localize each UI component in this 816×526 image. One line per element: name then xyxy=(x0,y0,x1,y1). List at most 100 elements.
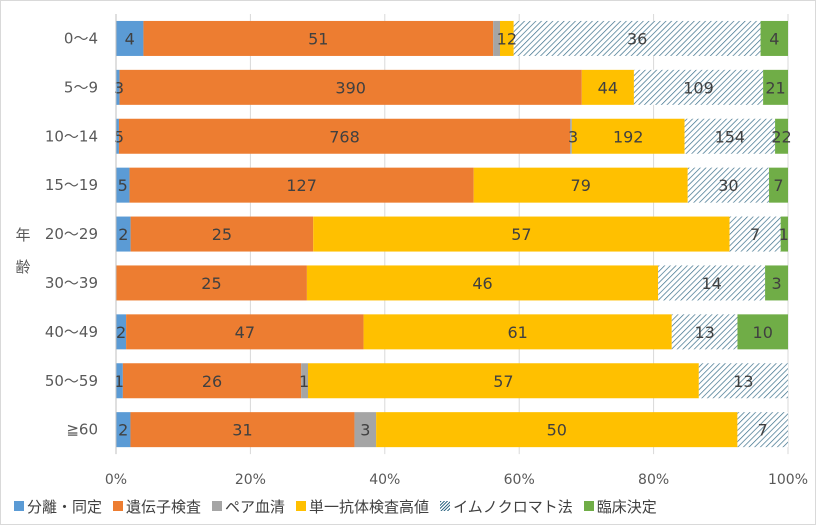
data-label: 44 xyxy=(598,78,618,97)
data-label: 51 xyxy=(308,29,328,48)
data-label: 46 xyxy=(472,274,492,293)
data-label: 26 xyxy=(202,372,222,391)
category-label: 0～4 xyxy=(64,29,98,47)
bar-segment xyxy=(571,118,685,154)
category-label: 40～49 xyxy=(45,323,98,341)
data-label: 2 xyxy=(118,225,128,244)
bar-segment xyxy=(763,69,788,105)
bar-segment xyxy=(671,314,738,350)
data-label: 2 xyxy=(116,323,126,342)
category-label: 5～9 xyxy=(64,78,98,96)
category-label: 10～14 xyxy=(45,127,98,145)
bar-segment xyxy=(143,20,494,56)
bar-segment xyxy=(116,167,130,203)
y-axis-title: 年齢 xyxy=(15,226,30,276)
bar-segment xyxy=(769,167,788,203)
category-label: 30～39 xyxy=(45,274,98,292)
data-label: 14 xyxy=(701,274,721,293)
legend-label: イムノクロマト法 xyxy=(453,497,573,516)
data-label: 61 xyxy=(508,323,528,342)
legend-swatch xyxy=(212,501,223,511)
bar-segment xyxy=(301,363,308,399)
legend-item-clinical: 臨床決定 xyxy=(583,496,657,517)
x-tick-label: 40% xyxy=(369,472,400,488)
legend-swatch xyxy=(440,501,451,511)
data-label: 50 xyxy=(547,421,567,440)
legend-item-isolation: 分離・同定 xyxy=(14,496,102,517)
bar-segment xyxy=(473,167,688,203)
data-label: 57 xyxy=(493,372,513,391)
data-label: 7 xyxy=(750,225,760,244)
data-label: 10 xyxy=(753,323,773,342)
data-label: 109 xyxy=(683,78,714,97)
category-label: ≧60 xyxy=(66,421,98,439)
bar-segment xyxy=(119,69,582,105)
data-label: 390 xyxy=(335,78,366,97)
x-tick-label: 100% xyxy=(768,472,808,488)
legend-swatch xyxy=(14,501,24,511)
data-label: 21 xyxy=(765,78,785,97)
category-label: 20～29 xyxy=(45,225,98,243)
bar-segment xyxy=(130,216,314,252)
legend-item-immunochromatography: イムノクロマト法 xyxy=(440,496,573,517)
data-label: 192 xyxy=(613,127,644,146)
bar-segment xyxy=(118,118,571,154)
bar-segment xyxy=(129,167,474,203)
legend-label: 分離・同定 xyxy=(27,497,103,516)
legend-label: 単一抗体検査高値 xyxy=(309,497,430,516)
bar-segment xyxy=(493,20,500,56)
y-axis-title-char: 齢 xyxy=(15,258,30,276)
data-label: 31 xyxy=(232,421,252,440)
bar-segment xyxy=(765,265,788,301)
bar-segment xyxy=(737,314,788,350)
data-label: 1 xyxy=(299,372,309,391)
data-label: 13 xyxy=(694,323,714,342)
data-label: 127 xyxy=(286,176,317,195)
bar-segment xyxy=(570,118,572,154)
category-label: 50～59 xyxy=(45,372,98,390)
data-label: 30 xyxy=(718,176,738,195)
data-label: 3 xyxy=(771,274,781,293)
data-label: 2 xyxy=(118,421,128,440)
data-label: 7 xyxy=(773,176,783,195)
bar-segment xyxy=(698,363,788,399)
data-label: 1 xyxy=(114,372,124,391)
bar-segment xyxy=(363,314,672,350)
bar-segment xyxy=(116,20,144,56)
axes: 0% 20% 40% 60% 80% 100% 0～4 5～9 10～14 15～19 20～29 3… xyxy=(45,14,808,488)
data-label: 79 xyxy=(571,176,591,195)
legend-item-genetic-test: 遺伝子検査 xyxy=(113,496,201,517)
data-label: 22 xyxy=(771,127,791,146)
bar-segment xyxy=(116,314,127,350)
bar-segment xyxy=(500,20,514,56)
legend-label: 遺伝子検査 xyxy=(126,497,202,516)
bar-segment xyxy=(729,216,781,252)
bar-segment xyxy=(354,412,377,448)
data-label: 5 xyxy=(118,176,128,195)
legend-item-paired-serum: ペア血清 xyxy=(212,496,285,517)
bar-segment xyxy=(760,20,788,56)
legend-swatch xyxy=(296,501,307,511)
bar-segment xyxy=(737,412,788,448)
legend-label: 臨床決定 xyxy=(596,497,657,516)
bar-segment xyxy=(116,363,123,399)
x-tick-label: 0% xyxy=(105,472,127,488)
data-label: 1 xyxy=(779,225,789,244)
bar-segment xyxy=(308,363,699,399)
legend-label: ペア血清 xyxy=(225,497,286,516)
data-label: 3 xyxy=(568,127,578,146)
data-labels: 4 51 12 36 43 390 44 109 215 768 3 192 154 225 127 79 30… xyxy=(114,29,792,439)
bar-segment xyxy=(687,167,770,203)
bar-segment xyxy=(116,69,120,105)
data-label: 47 xyxy=(235,323,255,342)
legend-swatch xyxy=(583,501,594,511)
data-label: 154 xyxy=(715,127,746,146)
x-tick-label: 80% xyxy=(638,472,669,488)
data-label: 7 xyxy=(758,421,768,440)
bar-segment xyxy=(116,265,307,301)
data-label: 36 xyxy=(627,29,647,48)
x-tick-label: 60% xyxy=(504,472,535,488)
bar-segment xyxy=(122,363,302,399)
